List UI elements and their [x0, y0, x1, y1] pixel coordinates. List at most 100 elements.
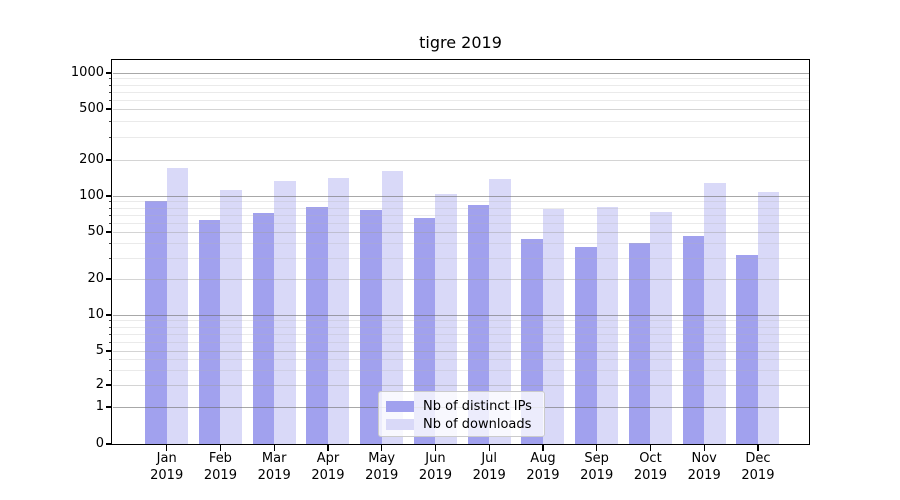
y-minor-tick-800	[108, 84, 112, 86]
gridline-minor-6	[112, 341, 809, 343]
bar-nb-of-downloads-jan-2019	[166, 168, 189, 444]
bar-nb-of-distinct-ips-jan-2019	[145, 201, 167, 444]
gridline-major-200	[112, 160, 809, 161]
x-tick-label-line: Jul	[481, 451, 498, 466]
legend-swatch-downloads	[386, 418, 414, 430]
gridline-minor-3	[112, 369, 809, 371]
y-minor-tick-9	[108, 320, 112, 322]
x-tick-label-jul-2019: Jul 2019	[461, 451, 517, 484]
y-tick-label-0: 0	[95, 436, 104, 451]
gridline-minor-300	[112, 137, 809, 139]
gridline-major-100	[112, 196, 809, 198]
gridline-minor-400	[112, 121, 809, 123]
x-tick-label-line: Feb	[208, 451, 232, 466]
x-tick-label-line: 2019	[472, 467, 506, 483]
x-tick-label-line: 2019	[526, 467, 560, 483]
x-tick-label-oct-2019: Oct 2019	[622, 451, 678, 484]
y-minor-tick-600	[108, 99, 112, 101]
x-tick-label-line: Jun	[425, 451, 446, 466]
y-tick-label-5: 5	[95, 343, 104, 358]
y-minor-tick-4	[108, 359, 112, 361]
gridline-minor-8	[112, 326, 809, 328]
y-tick-1000	[105, 72, 112, 74]
y-tick-label-20: 20	[87, 271, 104, 286]
y-minor-tick-700	[108, 91, 112, 93]
bar-nb-of-downloads-dec-2019	[757, 192, 780, 444]
y-tick-label-50: 50	[87, 224, 104, 239]
x-tick-label-nov-2019: Nov 2019	[676, 451, 732, 484]
legend-label-downloads: Nb of downloads	[423, 416, 532, 432]
gridline-minor-9	[112, 320, 809, 322]
x-tick-label-line: Aug	[530, 451, 556, 466]
x-tick-label-sep-2019: Sep 2019	[569, 451, 625, 484]
gridline-minor-900	[112, 78, 809, 80]
x-tick-label-line: 2019	[687, 467, 721, 483]
x-tick-label-line: May	[368, 451, 396, 466]
chart-title: tigre 2019	[419, 33, 502, 52]
bar-nb-of-distinct-ips-may-2019	[360, 210, 382, 444]
x-tick-label-line: Jan	[156, 451, 177, 466]
x-tick-label-apr-2019: Apr 2019	[300, 451, 356, 484]
bar-nb-of-downloads-oct-2019	[650, 211, 672, 444]
y-tick-500	[105, 108, 112, 110]
y-minor-tick-40	[108, 243, 112, 245]
x-tick-label-aug-2019: Aug 2019	[515, 451, 571, 484]
y-tick-label-500: 500	[79, 101, 104, 116]
y-minor-tick-80	[108, 207, 112, 209]
x-tick-label-jan-2019: Jan 2019	[139, 451, 195, 484]
bar-nb-of-downloads-mar-2019	[274, 181, 296, 444]
bar-nb-of-distinct-ips-sep-2019	[575, 247, 597, 444]
gridline-major-50	[112, 232, 809, 233]
y-tick-2	[105, 384, 112, 386]
x-tick-label-line: 2019	[150, 467, 184, 483]
bar-nb-of-downloads-aug-2019	[542, 208, 565, 444]
x-tick-sep-2019	[596, 445, 598, 451]
bar-nb-of-distinct-ips-nov-2019	[682, 236, 705, 444]
gridline-major-10	[112, 315, 809, 317]
y-minor-tick-90	[108, 201, 112, 203]
x-tick-dec-2019	[757, 445, 759, 451]
x-tick-oct-2019	[649, 445, 652, 451]
gridline-major-20	[112, 279, 809, 280]
gridline-minor-70	[112, 214, 809, 216]
y-tick-5	[105, 350, 112, 352]
x-tick-label-line: 2019	[311, 467, 345, 483]
plot-area	[112, 60, 809, 444]
y-minor-tick-70	[108, 214, 112, 216]
y-tick-label-1: 1	[95, 399, 104, 414]
y-tick-label-2: 2	[95, 377, 104, 392]
x-tick-mar-2019	[273, 445, 275, 451]
y-tick-label-1000: 1000	[70, 65, 104, 80]
x-tick-label-line: 2019	[203, 467, 237, 483]
x-tick-label-line: 2019	[257, 467, 291, 483]
x-tick-label-line: Apr	[316, 451, 340, 466]
legend-item-downloads: Nb of downloads	[386, 415, 544, 433]
y-minor-tick-3	[108, 369, 112, 371]
bar-nb-of-downloads-apr-2019	[327, 177, 350, 444]
x-tick-jun-2019	[434, 445, 437, 451]
gridline-minor-80	[112, 207, 809, 209]
x-tick-feb-2019	[219, 445, 222, 451]
x-tick-jul-2019	[488, 445, 490, 451]
bar-nb-of-distinct-ips-jul-2019	[467, 205, 490, 444]
y-tick-1	[105, 406, 112, 408]
bar-nb-of-downloads-jun-2019	[435, 194, 457, 444]
legend-swatch-distinct-ips	[386, 400, 414, 412]
y-tick-label-100: 100	[79, 188, 104, 203]
x-tick-label-line: 2019	[580, 467, 614, 483]
bar-nb-of-distinct-ips-dec-2019	[736, 254, 758, 444]
gridline-major-1000	[112, 73, 809, 75]
x-tick-label-line: 2019	[418, 467, 452, 483]
gridline-minor-7	[112, 333, 809, 335]
x-tick-label-jun-2019: Jun 2019	[407, 451, 463, 484]
y-tick-20	[105, 278, 112, 280]
bar-nb-of-distinct-ips-feb-2019	[198, 219, 221, 444]
gridline-minor-600	[112, 99, 809, 101]
x-tick-label-dec-2019: Dec 2019	[730, 451, 786, 484]
x-tick-apr-2019	[327, 445, 329, 451]
x-tick-label-line: 2019	[365, 467, 399, 483]
bar-nb-of-distinct-ips-jun-2019	[413, 218, 436, 444]
bar-nb-of-downloads-feb-2019	[220, 190, 242, 444]
gridline-minor-40	[112, 243, 809, 245]
